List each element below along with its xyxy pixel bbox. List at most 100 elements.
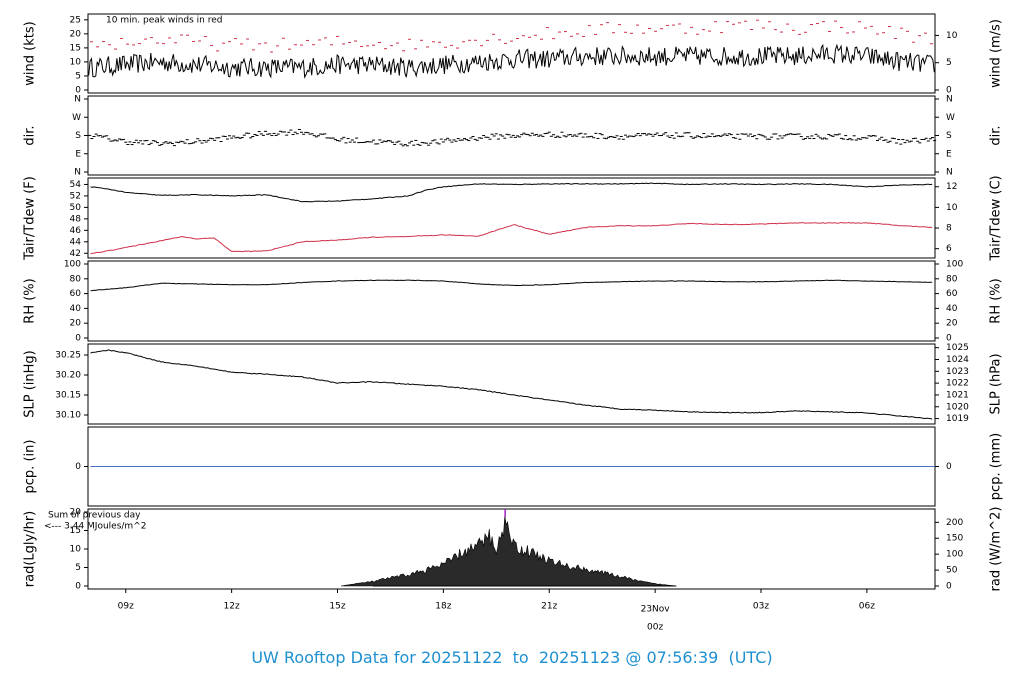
left-axis-label-rh: RH (%) <box>23 278 38 323</box>
panel-frame-wind <box>87 13 936 94</box>
title-at: @ <box>625 648 642 667</box>
right-tick-label-temp: 6 <box>946 244 952 254</box>
right-axis-label-pcp: pcp. (mm) <box>989 433 1004 500</box>
right-tick-label-slp: 1025 <box>946 343 969 353</box>
right-axis-label-slp: SLP (hPa) <box>989 353 1004 414</box>
left-tick-label-slp: 30.10 <box>55 411 81 421</box>
weather-chart: 0 5 10 15 20 25 0 5 10 wind (kts) wind (m/s) 10 min… <box>23 13 1004 633</box>
panel-rad <box>84 508 939 590</box>
right-tick-label-temp: 10 <box>946 203 958 213</box>
panel-wind <box>84 13 939 94</box>
x-tick-label: 03z <box>753 602 769 612</box>
right-tick-label-dir: S <box>946 131 952 141</box>
right-axis-label-dir: dir. <box>989 125 1004 145</box>
left-tick-label-dir: E <box>75 149 81 159</box>
right-tick-label-dir: E <box>946 149 952 159</box>
panel-temp <box>84 177 939 259</box>
title-start-date: 20251122 <box>420 648 503 667</box>
x-tick-label: 15z <box>329 602 345 612</box>
right-tick-label-temp: 12 <box>946 182 957 192</box>
left-tick-label-rh: 60 <box>70 289 82 299</box>
title-end-date: 20251123 <box>538 648 621 667</box>
left-tick-label-rh: 80 <box>70 274 82 284</box>
left-tick-label-pcp: 0 <box>75 462 81 472</box>
left-tick-label-wind: 15 <box>70 43 81 53</box>
series-line-tair <box>90 182 933 203</box>
page-title: UW Rooftop Data for 20251122 to 20251123… <box>0 648 1024 667</box>
left-tick-label-rad: 5 <box>75 563 81 573</box>
left-tick-label-temp: 48 <box>70 214 82 224</box>
right-tick-label-rh: 60 <box>946 289 958 299</box>
left-tick-label-rh: 20 <box>70 319 82 329</box>
left-tick-label-wind: 25 <box>70 15 81 25</box>
right-tick-label-rh: 0 <box>946 334 952 344</box>
x-tick-label: 21z <box>541 602 557 612</box>
left-tick-label-temp: 54 <box>70 180 82 190</box>
left-tick-label-rad: 15 <box>70 526 81 536</box>
right-tick-label-slp: 1019 <box>946 414 969 424</box>
panel-frame-slp <box>87 343 936 425</box>
date-label-hour: 00z <box>647 623 663 633</box>
right-axis-label-wind: wind (m/s) <box>989 19 1004 88</box>
title-timezone: (UTC) <box>728 648 773 667</box>
left-tick-label-temp: 44 <box>70 237 82 247</box>
left-tick-label-wind: 10 <box>70 57 82 67</box>
date-label-day: 23Nov <box>641 605 671 615</box>
panel-frame-dir <box>87 95 936 176</box>
wind-mean-line <box>88 43 935 79</box>
left-tick-label-rh: 100 <box>64 260 81 270</box>
radiation-area <box>340 515 677 587</box>
panel-rh <box>84 260 939 342</box>
right-tick-label-rad: 200 <box>946 518 963 528</box>
panel-frame-rh <box>87 260 936 342</box>
series-line-tdew <box>90 221 933 255</box>
right-tick-label-rad: 0 <box>946 582 952 592</box>
right-axis-label-rh: RH (%) <box>989 278 1004 323</box>
left-axis-label-rad: rad(Lgly/hr) <box>23 511 38 587</box>
left-tick-label-wind: 5 <box>75 71 81 81</box>
left-axis-label-slp: SLP (inHg) <box>23 350 38 418</box>
left-axis-label-dir: dir. <box>23 125 38 145</box>
right-tick-label-pcp: 0 <box>946 462 952 472</box>
right-axis-label-temp: Tair/Tdew (C) <box>989 175 1004 261</box>
left-tick-label-slp: 30.15 <box>55 391 81 401</box>
left-tick-label-temp: 42 <box>70 249 81 259</box>
left-axis-label-temp: Tair/Tdew (F) <box>23 176 38 261</box>
wind-peak-note: 10 min. peak winds in red <box>106 16 223 26</box>
panel-pcp <box>84 426 939 507</box>
panel-slp <box>84 343 939 425</box>
left-tick-label-rad: 20 <box>70 508 82 518</box>
right-tick-label-wind: 10 <box>946 31 958 41</box>
left-tick-label-slp: 30.20 <box>55 371 81 381</box>
left-tick-label-rh: 40 <box>70 304 82 314</box>
x-tick-label: 18z <box>435 602 451 612</box>
right-tick-label-wind: 5 <box>946 58 952 68</box>
right-tick-label-rh: 20 <box>946 319 958 329</box>
left-tick-label-rad: 10 <box>70 545 82 555</box>
right-tick-label-slp: 1024 <box>946 355 969 365</box>
rad-sum-value: <--- 3.44 MJoules/m^2 <box>44 522 146 532</box>
rad-sum-note: Sum of previous day <box>48 511 141 521</box>
right-tick-label-slp: 1023 <box>946 367 969 377</box>
left-tick-label-wind: 0 <box>75 86 81 96</box>
panel-dir <box>84 95 939 176</box>
left-tick-label-dir: N <box>74 168 81 178</box>
right-tick-label-rh: 80 <box>946 274 958 284</box>
right-tick-label-temp: 8 <box>946 224 952 234</box>
right-tick-label-slp: 1020 <box>946 402 969 412</box>
series-line-rh <box>90 279 933 292</box>
panel-frame-temp <box>87 177 936 259</box>
right-tick-label-dir: N <box>946 95 953 105</box>
right-tick-label-slp: 1021 <box>946 390 969 400</box>
series-line-slp <box>90 349 933 420</box>
right-tick-label-rad: 100 <box>946 550 963 560</box>
right-tick-label-slp: 1022 <box>946 379 969 389</box>
left-tick-label-slp: 30.25 <box>55 351 81 361</box>
x-tick-label: 06z <box>859 602 875 612</box>
left-tick-label-dir: W <box>72 113 81 123</box>
left-tick-label-dir: S <box>75 131 81 141</box>
left-tick-label-temp: 52 <box>70 191 81 201</box>
left-axis-label-pcp: pcp. (in) <box>23 440 38 494</box>
right-tick-label-rh: 40 <box>946 304 958 314</box>
